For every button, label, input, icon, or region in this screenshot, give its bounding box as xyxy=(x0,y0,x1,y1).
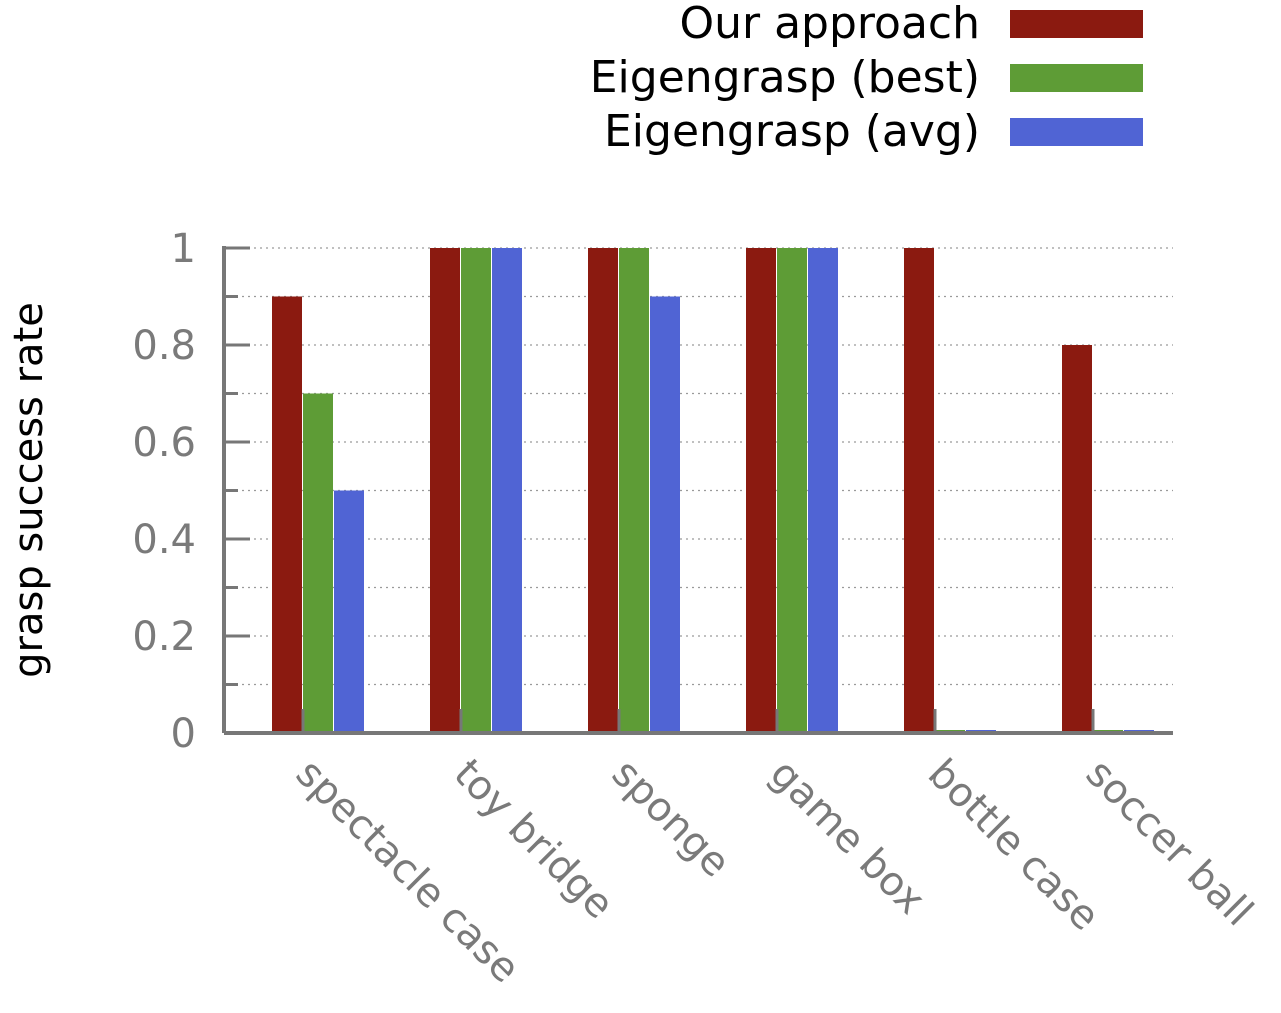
y-tick-labels: 0 0.2 0.4 0.6 0.8 1 xyxy=(132,226,196,757)
grid-lines xyxy=(224,247,1173,686)
y-axis-title: grasp success rate xyxy=(6,302,52,678)
bars xyxy=(272,248,1154,733)
bar-our-approach-bottle-case xyxy=(904,248,934,733)
bar-eigengrasp-best-sponge xyxy=(619,248,649,733)
x-category-label-game-box: game box xyxy=(761,751,934,924)
bar-eigengrasp-avg-sponge xyxy=(650,296,680,733)
bar-our-approach-soccer-ball xyxy=(1062,345,1092,733)
axes xyxy=(222,246,1173,735)
y-tick-label: 1 xyxy=(171,226,196,272)
bar-eigengrasp-avg-game-box xyxy=(808,248,838,733)
y-tick-label: 0.2 xyxy=(132,614,196,660)
y-tick-label: 0.4 xyxy=(132,517,196,563)
bar-our-approach-game-box xyxy=(746,248,776,733)
legend-swatch-our-approach xyxy=(1010,10,1143,38)
y-tick-label: 0.8 xyxy=(132,323,196,369)
bar-eigengrasp-best-toy-bridge xyxy=(461,248,491,733)
bar-our-approach-sponge xyxy=(588,248,618,733)
bar-eigengrasp-avg-spectacle-case xyxy=(334,490,364,733)
bar-eigengrasp-best-game-box xyxy=(777,248,807,733)
legend-swatch-eigengrasp-best xyxy=(1010,64,1143,92)
bar-our-approach-toy-bridge xyxy=(430,248,460,733)
legend-label-eigengrasp-avg: Eigengrasp (avg) xyxy=(604,106,980,157)
legend-label-eigengrasp-best: Eigengrasp (best) xyxy=(590,52,980,103)
x-category-label-sponge: sponge xyxy=(603,751,739,887)
legend-label-our-approach: Our approach xyxy=(679,0,980,49)
bar-eigengrasp-best-spectacle-case xyxy=(303,393,333,733)
y-tick-label: 0.6 xyxy=(132,420,196,466)
bar-eigengrasp-avg-toy-bridge xyxy=(492,248,522,733)
legend-swatch-eigengrasp-avg xyxy=(1010,118,1143,146)
y-tick-label: 0 xyxy=(171,711,196,757)
bar-our-approach-spectacle-case xyxy=(272,296,302,733)
